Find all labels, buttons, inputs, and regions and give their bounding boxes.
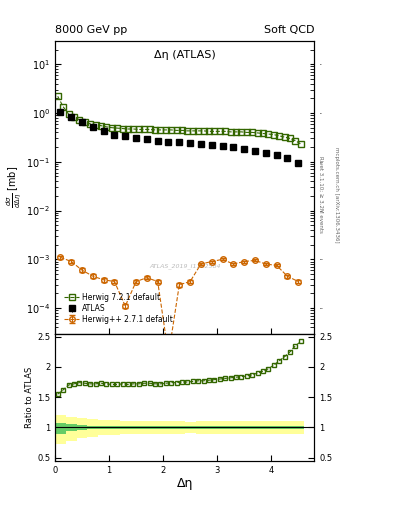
Herwig 7.2.1 default: [234, 129, 239, 135]
Herwig 7.2.1 default: [142, 126, 147, 133]
Herwig 7.2.1 default: [61, 103, 66, 110]
Herwig 7.2.1 default: [55, 93, 60, 99]
Herwig 7.2.1 default: [104, 124, 109, 130]
Herwig 7.2.1 default: [288, 136, 292, 142]
Legend: Herwig 7.2.1 default, ATLAS, Herwig++ 2.7.1 default: Herwig 7.2.1 default, ATLAS, Herwig++ 2.…: [64, 293, 173, 324]
Herwig 7.2.1 default: [191, 128, 195, 134]
Herwig 7.2.1 default: [120, 125, 125, 132]
Y-axis label: Ratio to ATLAS: Ratio to ATLAS: [25, 367, 34, 428]
Herwig 7.2.1 default: [196, 128, 200, 134]
Herwig 7.2.1 default: [126, 126, 130, 132]
Text: Soft QCD: Soft QCD: [264, 25, 314, 35]
Herwig 7.2.1 default: [217, 129, 222, 135]
Herwig 7.2.1 default: [169, 127, 174, 133]
Herwig 7.2.1 default: [174, 127, 179, 134]
Herwig 7.2.1 default: [250, 130, 255, 136]
Herwig 7.2.1 default: [277, 133, 282, 139]
Herwig 7.2.1 default: [293, 138, 298, 144]
Herwig 7.2.1 default: [66, 111, 71, 117]
Y-axis label: $\frac{d\sigma}{d\Delta\eta}$ [mb]: $\frac{d\sigma}{d\Delta\eta}$ [mb]: [4, 166, 23, 208]
Herwig 7.2.1 default: [99, 122, 103, 129]
Herwig 7.2.1 default: [272, 132, 276, 138]
Herwig 7.2.1 default: [212, 129, 217, 135]
Herwig 7.2.1 default: [115, 125, 119, 131]
Herwig 7.2.1 default: [261, 131, 265, 137]
Herwig 7.2.1 default: [244, 130, 249, 136]
Text: 8000 GeV pp: 8000 GeV pp: [55, 25, 127, 35]
Herwig 7.2.1 default: [136, 126, 141, 133]
Text: mcplots.cern.ch [arXiv:1306.3436]: mcplots.cern.ch [arXiv:1306.3436]: [334, 147, 338, 242]
Herwig 7.2.1 default: [255, 130, 260, 136]
Herwig 7.2.1 default: [299, 141, 303, 147]
Herwig 7.2.1 default: [131, 126, 136, 132]
Herwig 7.2.1 default: [163, 127, 168, 133]
Herwig 7.2.1 default: [266, 131, 271, 137]
Text: ATLAS_2019_I1762584: ATLAS_2019_I1762584: [149, 264, 220, 269]
Herwig 7.2.1 default: [207, 129, 211, 135]
Herwig 7.2.1 default: [93, 122, 98, 128]
Herwig 7.2.1 default: [88, 121, 92, 127]
Herwig 7.2.1 default: [228, 129, 233, 135]
Herwig 7.2.1 default: [152, 127, 157, 133]
X-axis label: Δη: Δη: [176, 477, 193, 490]
Herwig 7.2.1 default: [147, 126, 152, 133]
Herwig 7.2.1 default: [223, 129, 228, 135]
Line: Herwig 7.2.1 default: Herwig 7.2.1 default: [55, 94, 304, 147]
Herwig 7.2.1 default: [282, 134, 287, 140]
Herwig 7.2.1 default: [185, 128, 190, 134]
Herwig 7.2.1 default: [180, 127, 184, 134]
Herwig 7.2.1 default: [239, 129, 244, 135]
Herwig 7.2.1 default: [158, 127, 163, 133]
Text: Rivet 3.1.10; ≥ 3.2M events: Rivet 3.1.10; ≥ 3.2M events: [318, 156, 323, 233]
Herwig 7.2.1 default: [77, 117, 82, 123]
Text: Δη (ATLAS): Δη (ATLAS): [154, 50, 216, 60]
Herwig 7.2.1 default: [201, 128, 206, 134]
Herwig 7.2.1 default: [83, 119, 87, 125]
Herwig 7.2.1 default: [109, 124, 114, 131]
Herwig 7.2.1 default: [72, 114, 76, 120]
